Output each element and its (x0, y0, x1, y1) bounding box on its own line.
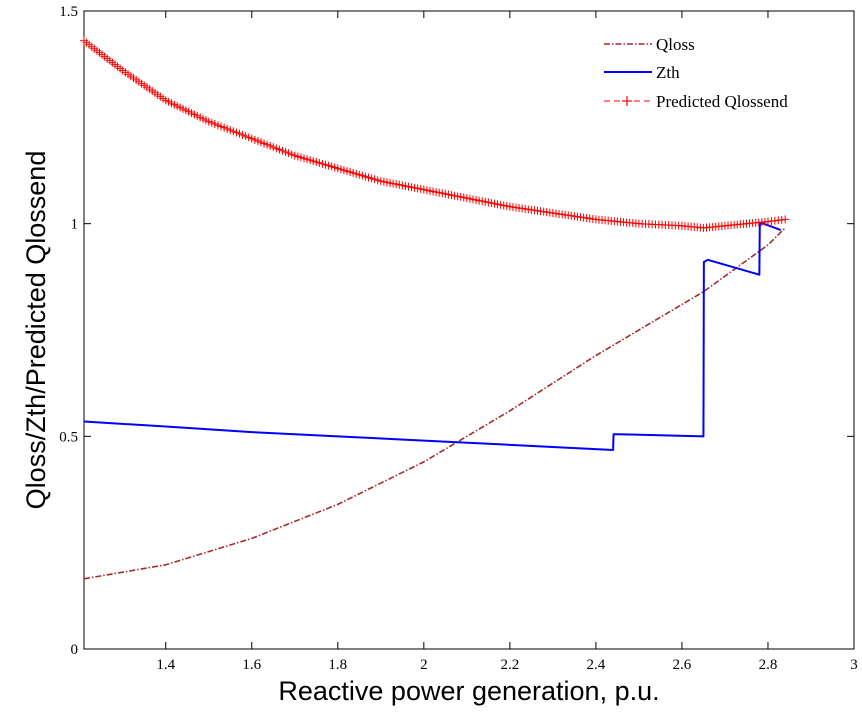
y-tick-label: 0 (71, 642, 79, 658)
x-tick-label: 3 (850, 657, 858, 673)
legend: Qloss Zth Predicted Qlossend (604, 35, 788, 111)
x-tick-label: 2.6 (673, 657, 692, 673)
y-axis-ticks: 0 0.5 1 1.5 (59, 4, 854, 658)
x-axis-ticks: 1.4 1.6 1.8 2 2.2 2.4 2.6 2.8 3 (156, 11, 858, 673)
y-axis-title: Qloss/Zth/Predicted Qlossend (21, 151, 51, 510)
series-line-zth (83, 222, 782, 451)
x-axis-title: Reactive power generation, p.u. (278, 676, 659, 706)
x-tick-label: 2.2 (500, 657, 519, 673)
x-tick-label: 2 (420, 657, 428, 673)
y-tick-label: 0.5 (59, 429, 78, 445)
x-tick-label: 1.8 (328, 657, 347, 673)
x-tick-label: 1.6 (242, 657, 261, 673)
legend-label-zth: Zth (656, 63, 680, 82)
y-tick-label: 1.5 (59, 4, 78, 20)
x-tick-label: 2.8 (759, 657, 778, 673)
y-tick-label: 1 (71, 217, 79, 233)
series-predicted-qlossend (80, 36, 790, 232)
legend-label-qloss: Qloss (656, 35, 695, 54)
x-tick-label: 2.4 (587, 657, 606, 673)
series-marker (781, 215, 790, 224)
series-line-qloss (83, 227, 786, 580)
legend-marker-predicted (622, 96, 632, 106)
x-tick-label: 1.4 (156, 657, 175, 673)
plot-frame (83, 10, 855, 650)
legend-label-predicted: Predicted Qlossend (656, 92, 788, 111)
series-layer (80, 36, 790, 580)
